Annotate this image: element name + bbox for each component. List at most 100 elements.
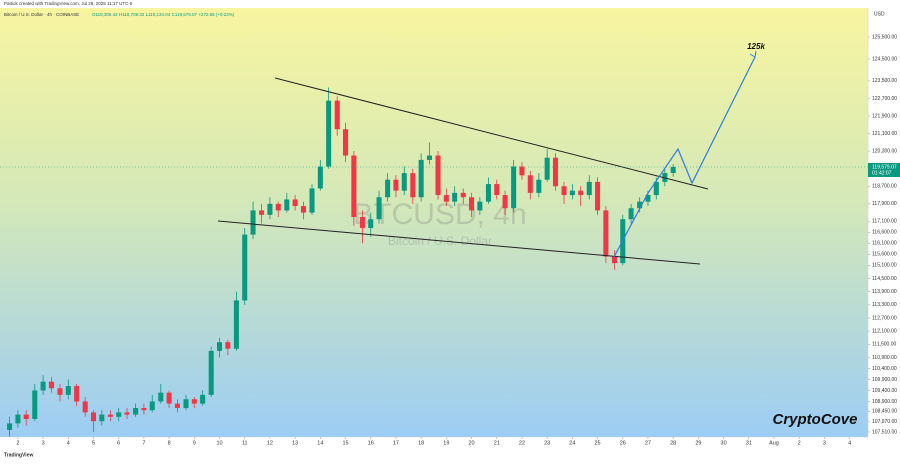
x-tick-label: Aug — [769, 440, 779, 446]
symbol: Bitcoin / U.S. Dollar · 4h · COINBASE — [4, 12, 79, 17]
footer-brand: TradingView — [4, 452, 33, 458]
candle-body — [7, 423, 13, 430]
x-tick-label: 21 — [494, 440, 500, 446]
candle-body — [670, 166, 676, 173]
candle-body — [569, 190, 575, 196]
candle-body — [662, 172, 668, 182]
x-tick-label: 10 — [216, 440, 222, 446]
candle-body — [141, 408, 147, 411]
candle-body — [536, 179, 542, 193]
x-tick-label: 30 — [721, 440, 727, 446]
x-tick-label: 23 — [544, 440, 550, 446]
candle-body — [284, 199, 290, 211]
candle-body — [300, 206, 306, 213]
candle-body — [351, 155, 357, 218]
candle-body — [250, 210, 256, 235]
candle-body — [82, 401, 88, 413]
x-tick-label: 22 — [519, 440, 525, 446]
candle-body — [611, 256, 617, 264]
y-tick-label: 125,500.00 — [872, 34, 897, 40]
candle-body — [124, 412, 130, 415]
x-tick-label: 25 — [595, 440, 601, 446]
candle-body — [15, 414, 21, 424]
candle-body — [183, 399, 189, 409]
candle-body — [233, 300, 239, 349]
ohlc: O119,306.42 H119,709.32 L119,134.04 C119… — [92, 12, 235, 17]
candle-body — [544, 157, 550, 180]
candle-body — [65, 386, 71, 395]
candle-body — [653, 181, 659, 196]
candle-body — [401, 173, 407, 191]
x-tick-label: 2 — [16, 440, 19, 446]
candle-body — [645, 195, 651, 202]
lower-trendline — [217, 220, 701, 265]
candle-body — [477, 201, 483, 211]
x-tick-label: 4 — [848, 440, 851, 446]
candle-body — [208, 350, 214, 395]
x-tick-label: 20 — [468, 440, 474, 446]
candle-body — [23, 414, 29, 419]
y-tick-label: 118,700.00 — [872, 184, 897, 190]
candle-body — [460, 192, 466, 198]
countdown: 01:42:07 — [872, 170, 892, 176]
candle-body — [435, 155, 441, 196]
candle-body — [48, 381, 54, 389]
y-tick-label: 116,100.00 — [872, 241, 897, 247]
candle-body — [90, 412, 97, 422]
candle-body — [603, 210, 609, 257]
candle-body — [334, 100, 340, 130]
plot-background — [0, 8, 868, 437]
candle-body — [368, 219, 374, 228]
watermark: BTCUSD, 4h — [353, 198, 526, 231]
candle-body — [40, 381, 46, 391]
candle-body — [552, 157, 558, 187]
candle-body — [418, 159, 424, 198]
x-tick-label: 19 — [443, 440, 449, 446]
y-tick-label: 121,900.00 — [872, 113, 897, 119]
candle-body — [502, 195, 508, 209]
y-tick-label: 109,900.00 — [872, 377, 897, 383]
y-tick-label: 107,970.00 — [872, 419, 897, 425]
candle-body — [158, 392, 164, 402]
y-tick-label: 110,900.00 — [872, 355, 897, 361]
x-tick-label: 16 — [368, 440, 374, 446]
currency: USD — [874, 11, 885, 17]
x-tick-label: 9 — [193, 440, 196, 446]
y-tick-label: 113,300.00 — [872, 302, 897, 308]
candle-body — [586, 181, 592, 196]
x-tick-label: 3 — [42, 440, 45, 446]
x-tick-label: 26 — [620, 440, 626, 446]
candle-body — [519, 166, 525, 176]
candle-body — [191, 399, 197, 404]
x-tick-label: 6 — [117, 440, 120, 446]
x-tick-label: 7 — [142, 440, 145, 446]
y-tick-label: 112,100.00 — [872, 329, 897, 335]
y-tick-label: 116,600.00 — [872, 230, 897, 236]
last-price-box — [868, 162, 900, 177]
x-tick-label: 2 — [798, 440, 801, 446]
candle-body — [74, 386, 80, 402]
y-tick-label: 110,400.00 — [872, 366, 897, 372]
candle-body — [494, 184, 500, 196]
candle-body — [393, 179, 399, 191]
x-tick-label: 17 — [393, 440, 399, 446]
candle-body — [317, 166, 323, 189]
y-tick-label: 117,100.00 — [872, 219, 897, 225]
candle-body — [452, 192, 458, 202]
y-tick-label: 108,450.00 — [872, 409, 897, 415]
y-tick-label: 114,500.00 — [872, 276, 897, 282]
x-tick-label: 3 — [823, 440, 826, 446]
candle-body — [166, 392, 172, 404]
x-tick-label: 31 — [746, 440, 752, 446]
candle-body — [326, 100, 332, 167]
candle-body — [292, 199, 298, 207]
y-tick-label: 122,700.00 — [872, 96, 897, 102]
candle-body — [637, 201, 643, 209]
candle-body — [376, 197, 382, 220]
y-tick-label: 115,100.00 — [872, 263, 897, 269]
y-tick-label: 109,400.00 — [872, 388, 897, 394]
candle-body — [595, 181, 601, 211]
y-tick-label: 123,500.00 — [872, 78, 897, 84]
candle-body — [628, 208, 634, 220]
